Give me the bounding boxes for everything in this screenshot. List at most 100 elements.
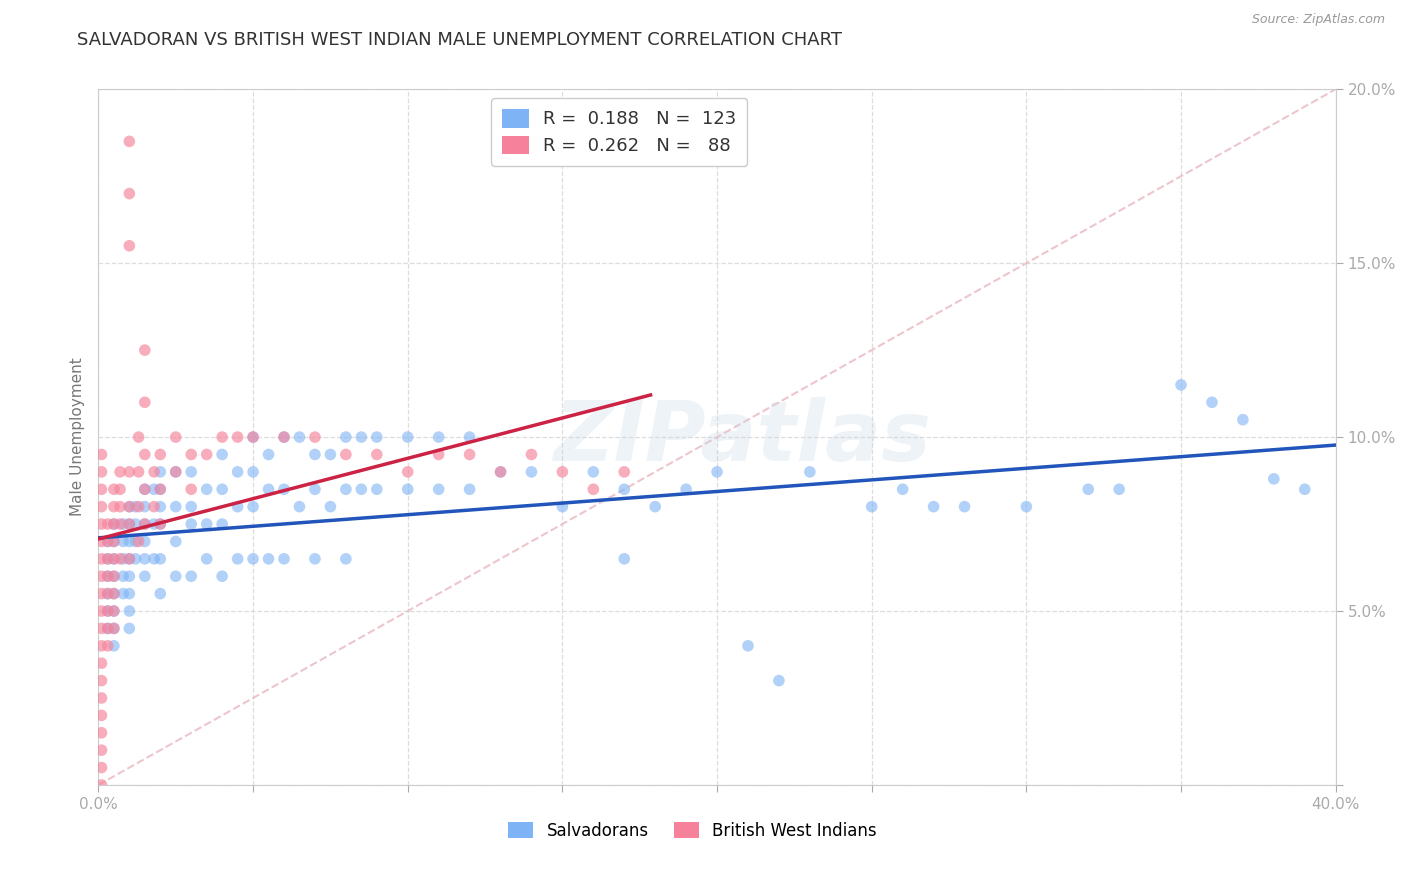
Point xyxy=(90,534,112,549)
Point xyxy=(118,516,141,531)
Point xyxy=(195,551,218,566)
Point xyxy=(180,482,202,496)
Point xyxy=(582,482,605,496)
Point xyxy=(551,500,574,514)
Point xyxy=(211,447,233,462)
Point xyxy=(366,430,388,444)
Point xyxy=(211,516,233,531)
Point xyxy=(165,534,187,549)
Point xyxy=(112,534,135,549)
Point xyxy=(149,500,172,514)
Point xyxy=(211,569,233,583)
Point xyxy=(257,482,280,496)
Point xyxy=(273,482,295,496)
Point xyxy=(118,569,141,583)
Point xyxy=(180,447,202,462)
Point xyxy=(257,447,280,462)
Point xyxy=(143,500,166,514)
Point xyxy=(97,639,120,653)
Point xyxy=(195,516,218,531)
Point xyxy=(675,482,697,496)
Point xyxy=(103,569,125,583)
Point xyxy=(90,690,112,705)
Point xyxy=(103,534,125,549)
Point xyxy=(97,604,120,618)
Point xyxy=(112,516,135,531)
Point xyxy=(118,500,141,514)
Text: ZIPatlas: ZIPatlas xyxy=(553,397,931,477)
Point xyxy=(143,516,166,531)
Point xyxy=(103,551,125,566)
Point xyxy=(143,551,166,566)
Point xyxy=(134,500,156,514)
Point xyxy=(90,621,112,635)
Point xyxy=(304,482,326,496)
Point xyxy=(90,657,112,671)
Point xyxy=(396,482,419,496)
Point xyxy=(90,639,112,653)
Point xyxy=(103,587,125,601)
Point xyxy=(860,500,883,514)
Point xyxy=(335,430,357,444)
Point xyxy=(273,430,295,444)
Point xyxy=(118,465,141,479)
Point xyxy=(165,430,187,444)
Point xyxy=(103,482,125,496)
Point xyxy=(108,482,131,496)
Point xyxy=(319,500,342,514)
Point xyxy=(124,551,146,566)
Point xyxy=(108,551,131,566)
Point xyxy=(90,604,112,618)
Point xyxy=(118,186,141,201)
Point xyxy=(922,500,945,514)
Point xyxy=(97,569,120,583)
Point xyxy=(118,604,141,618)
Point xyxy=(90,760,112,774)
Point xyxy=(737,639,759,653)
Point xyxy=(242,430,264,444)
Point xyxy=(273,430,295,444)
Point xyxy=(1294,482,1316,496)
Point xyxy=(242,430,264,444)
Point xyxy=(118,587,141,601)
Point xyxy=(1263,472,1285,486)
Point xyxy=(134,447,156,462)
Point xyxy=(180,569,202,583)
Point xyxy=(891,482,914,496)
Point xyxy=(273,551,295,566)
Point xyxy=(458,447,481,462)
Point xyxy=(118,534,141,549)
Point xyxy=(118,134,141,148)
Point xyxy=(103,604,125,618)
Point xyxy=(319,447,342,462)
Text: Source: ZipAtlas.com: Source: ZipAtlas.com xyxy=(1251,13,1385,27)
Point xyxy=(108,465,131,479)
Point xyxy=(128,430,150,444)
Point xyxy=(97,551,120,566)
Point xyxy=(257,551,280,566)
Point xyxy=(103,534,125,549)
Point xyxy=(288,500,311,514)
Point xyxy=(103,604,125,618)
Point xyxy=(149,482,172,496)
Point xyxy=(97,516,120,531)
Point xyxy=(427,482,450,496)
Point xyxy=(427,430,450,444)
Point xyxy=(489,465,512,479)
Point xyxy=(103,587,125,601)
Point xyxy=(149,587,172,601)
Point xyxy=(118,238,141,253)
Point xyxy=(90,500,112,514)
Point xyxy=(134,551,156,566)
Legend: Salvadorans, British West Indians: Salvadorans, British West Indians xyxy=(502,815,883,847)
Point xyxy=(90,465,112,479)
Point xyxy=(427,447,450,462)
Point xyxy=(396,430,419,444)
Point xyxy=(180,500,202,514)
Point xyxy=(149,482,172,496)
Point xyxy=(706,465,728,479)
Point xyxy=(134,516,156,531)
Point xyxy=(134,482,156,496)
Point xyxy=(124,516,146,531)
Point xyxy=(112,587,135,601)
